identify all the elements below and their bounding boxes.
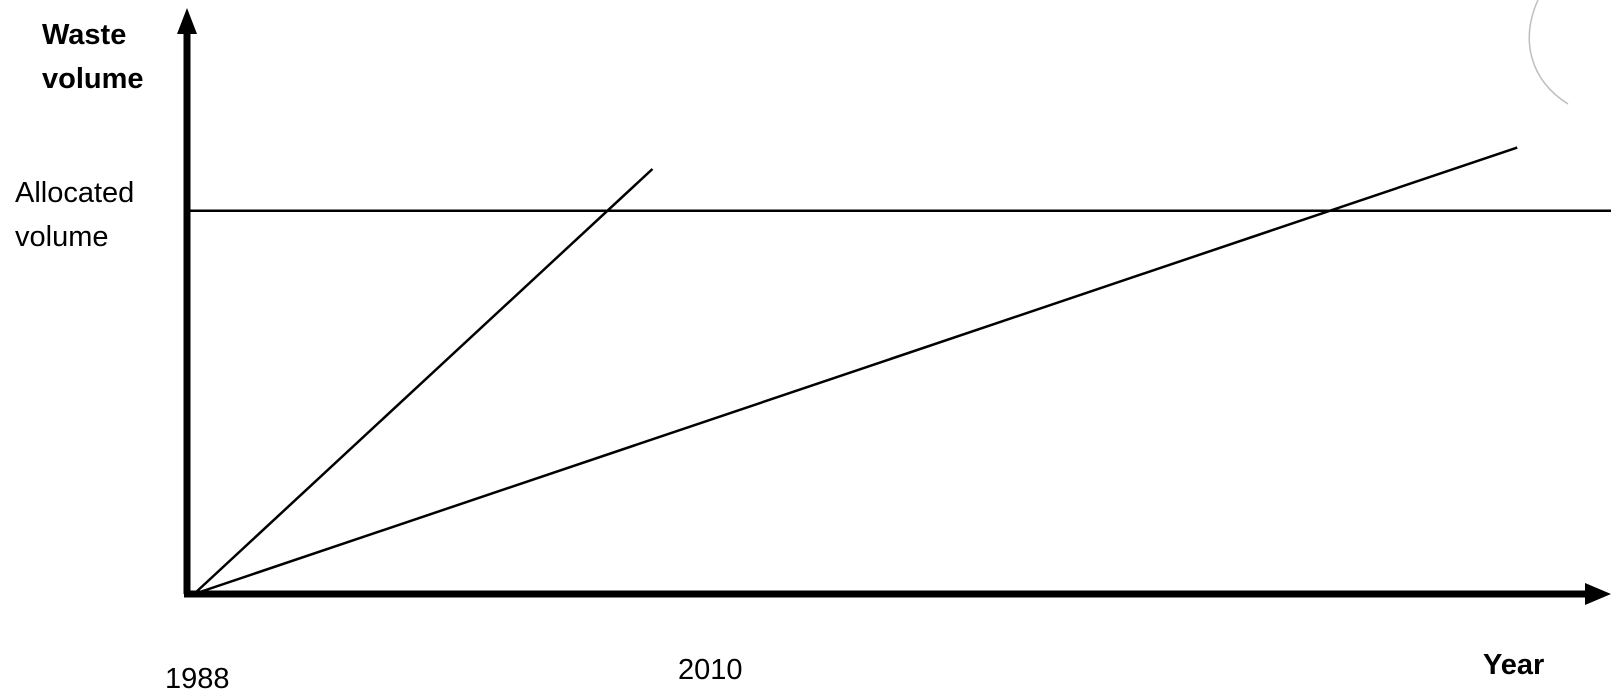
decorative-arc [1528, 0, 1569, 105]
x-tick-label-2010: 2010 [678, 654, 743, 686]
allocated-volume-label-line-1: Allocated [15, 177, 134, 209]
allocated-volume-label-line-2: volume [15, 221, 109, 253]
y-axis-label-line-2: volume [42, 63, 144, 95]
y-axis-label-line-1: Waste [42, 19, 126, 51]
series-line-2 [193, 146, 1518, 596]
x-axis-arrowhead [1585, 583, 1611, 605]
series-line-1 [193, 168, 654, 595]
allocated-volume-label: Allocated volume [15, 177, 142, 253]
y-axis-label: Waste volume [42, 19, 144, 95]
x-axis-label: Year [1483, 649, 1544, 681]
y-axis-arrowhead [177, 8, 197, 34]
x-tick-label-1988: 1988 [165, 663, 230, 695]
series-group [193, 146, 1518, 596]
